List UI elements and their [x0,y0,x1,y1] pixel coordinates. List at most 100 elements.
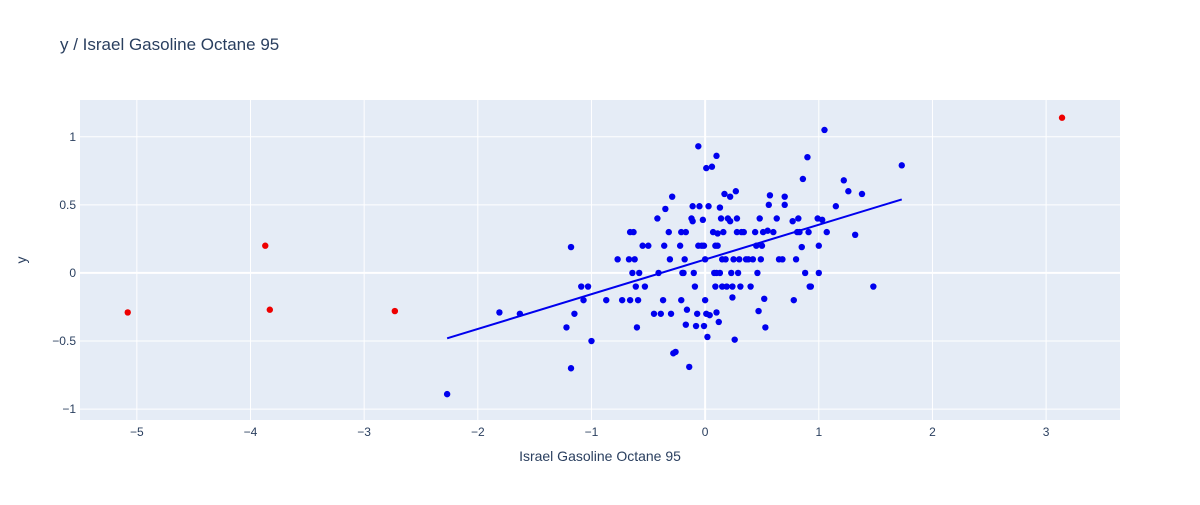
x-tick-label: −1 [585,425,599,439]
data-point [680,269,687,277]
x-axis-title: Israel Gasoline Octane 95 [519,448,681,464]
data-point [699,216,707,224]
data-point [756,215,763,222]
data-point [691,283,699,290]
x-tick-label: 0 [702,425,709,439]
data-point [758,242,766,249]
data-point [726,193,734,200]
x-axis-ticks: −5 −4 −3 −2 −1 0 1 2 3 [130,425,1050,439]
data-point [723,283,730,290]
data-point [692,322,700,330]
data-point [773,215,780,222]
data-point [614,256,621,263]
x-tick-label: −2 [471,425,485,439]
data-point [636,269,643,277]
data-point [626,296,634,304]
data-point [571,310,578,317]
data-point [689,217,696,225]
data-point [682,321,690,328]
data-point [714,230,721,237]
data-point [650,310,658,317]
data-point [693,310,701,317]
data-point [754,269,761,277]
data-point [672,348,679,356]
trendline [446,198,903,340]
data-point [807,283,815,290]
data-point [683,306,691,313]
data-point [790,296,797,304]
data-point [716,204,724,211]
x-tick-label: 1 [815,425,822,439]
data-point [764,227,771,234]
outlier-point [124,309,131,316]
data-point [840,177,848,184]
data-point [690,269,697,277]
data-point [713,152,720,160]
data-point [781,193,788,200]
data-point [667,310,675,317]
data-point [845,188,852,195]
data-point [678,228,685,236]
data-point [747,283,754,290]
data-point [631,256,638,263]
data-point [603,296,610,304]
data-point [567,243,575,251]
data-point [641,283,649,290]
data-point [734,269,742,277]
data-point [714,242,721,249]
data-point [655,269,662,277]
data-point [819,216,826,224]
data-point [732,188,740,195]
trendline-group [446,198,903,340]
data-point [762,324,769,331]
outlier-point [1058,114,1066,121]
data-point [789,217,796,225]
data-point [701,296,709,304]
plot-area [80,100,1120,420]
data-point [715,318,722,326]
data-point [718,283,726,290]
data-point [578,283,585,290]
x-tick-label: 3 [1043,425,1050,439]
data-point [584,283,592,290]
data-point [706,311,713,319]
data-point [516,310,524,317]
outlier-point [391,307,399,315]
data-point [722,256,729,263]
data-point [701,256,709,263]
data-point [737,283,744,290]
data-point [645,242,652,249]
data-point [798,243,805,251]
y-tick-label: 0 [69,266,76,280]
data-point [639,242,646,249]
data-point [792,256,800,263]
data-point [795,215,802,222]
data-point [496,309,503,316]
x-tick-label: −3 [357,425,371,439]
data-point [851,231,859,239]
data-point [770,228,777,236]
data-point [686,363,693,371]
data-point [580,296,587,304]
y-axis-title: y [13,257,29,264]
data-point [728,269,735,277]
data-point [657,310,665,317]
y-tick-label: −0.5 [52,334,76,348]
data-point [618,296,626,304]
data-point [870,283,877,290]
data-point [716,269,724,277]
data-point [659,296,667,304]
data-point [781,201,788,209]
data-point [733,228,741,236]
data-point [779,256,786,263]
data-point [563,324,570,331]
data-point [708,163,716,170]
data-point [733,215,741,222]
data-point [731,336,738,343]
data-point [751,228,759,236]
data-point [765,201,772,209]
data-point [629,269,636,277]
data-point [745,256,752,263]
data-point [678,296,685,304]
